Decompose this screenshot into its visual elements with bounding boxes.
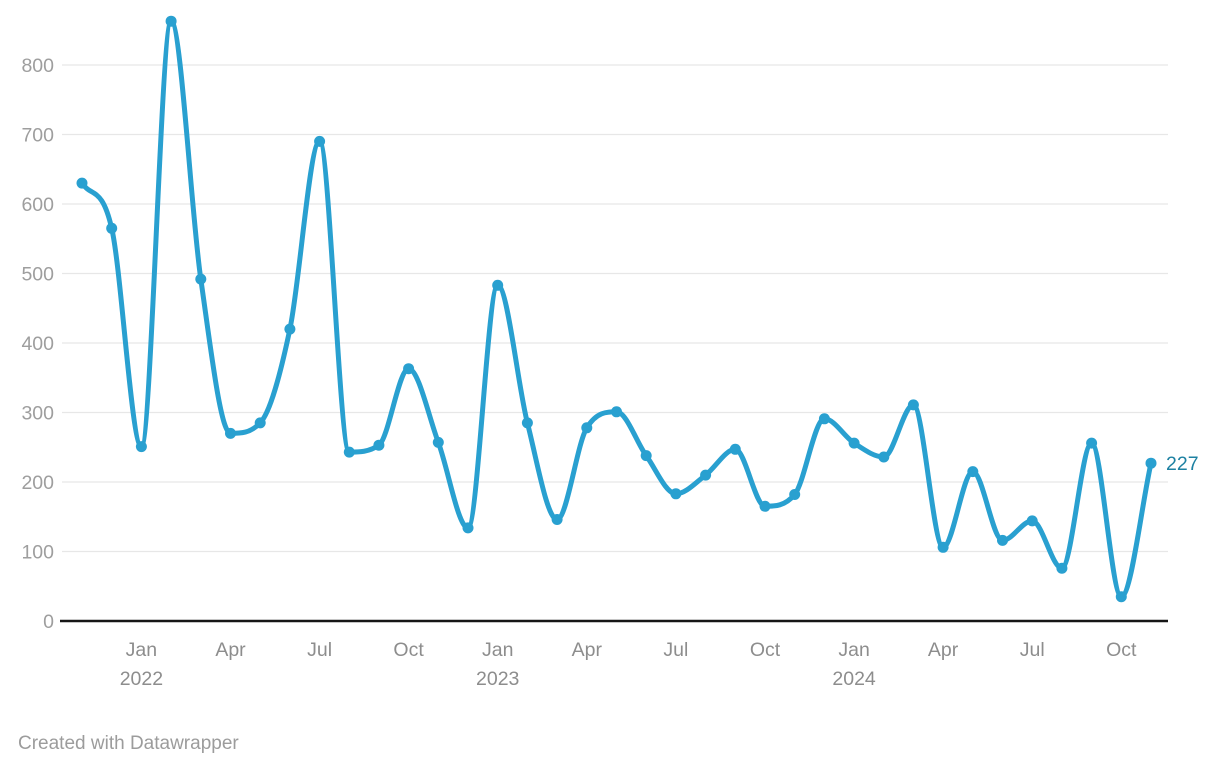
data-point[interactable] bbox=[106, 222, 118, 234]
y-axis-tick-label: 700 bbox=[21, 125, 54, 147]
x-axis-tick-label: Apr bbox=[928, 639, 959, 661]
series-line bbox=[79, 18, 1154, 600]
x-axis-tick-label: Jul bbox=[307, 639, 332, 661]
data-point[interactable] bbox=[432, 436, 444, 448]
data-point[interactable] bbox=[997, 534, 1008, 546]
x-axis-tick-label: Jan bbox=[482, 639, 513, 661]
data-point[interactable] bbox=[848, 437, 860, 449]
x-axis-tick-label: Jan bbox=[126, 639, 157, 661]
data-point[interactable] bbox=[135, 441, 147, 453]
line-chart-canvas: 0 100 200 300 400 500 600 700 800 Jan 2022 Apr Jul Oc… bbox=[21, 15, 1199, 690]
last-value-label: 227 bbox=[1166, 453, 1199, 475]
y-axis-tick-label: 400 bbox=[21, 333, 54, 355]
data-point[interactable] bbox=[373, 439, 385, 451]
x-axis-tick-label: Apr bbox=[572, 639, 603, 661]
y-axis-tick-label: 100 bbox=[21, 542, 54, 564]
x-axis-tick-label: Oct bbox=[1106, 639, 1137, 661]
x-axis-tick-label: Apr bbox=[215, 639, 246, 661]
data-point[interactable] bbox=[521, 417, 533, 429]
data-point[interactable] bbox=[1086, 437, 1098, 449]
x-axis-tick-label: Jan bbox=[838, 639, 869, 661]
x-axis-year-label: 2022 bbox=[120, 668, 163, 690]
data-point[interactable] bbox=[700, 469, 712, 481]
data-point[interactable] bbox=[789, 489, 801, 500]
x-axis-tick-label: Jul bbox=[1020, 639, 1045, 661]
y-axis-tick-label: 0 bbox=[43, 611, 54, 633]
data-point[interactable] bbox=[670, 488, 682, 500]
data-point[interactable] bbox=[492, 279, 504, 291]
data-point[interactable] bbox=[254, 417, 266, 429]
data-point[interactable] bbox=[1145, 457, 1157, 469]
y-axis-tick-label: 600 bbox=[21, 194, 54, 216]
y-axis-tick-label: 500 bbox=[21, 264, 54, 286]
data-point[interactable] bbox=[343, 446, 355, 458]
data-point[interactable] bbox=[462, 522, 474, 534]
y-axis-tick-label: 200 bbox=[21, 472, 54, 494]
data-point[interactable] bbox=[640, 450, 652, 462]
data-point[interactable] bbox=[165, 15, 177, 27]
data-point[interactable] bbox=[76, 177, 88, 189]
data-point[interactable] bbox=[878, 451, 890, 463]
x-axis-tick-label: Jul bbox=[663, 639, 688, 661]
data-point[interactable] bbox=[1115, 591, 1127, 603]
datawrapper-credit-link[interactable]: Created with Datawrapper bbox=[18, 733, 239, 754]
data-point[interactable] bbox=[729, 443, 741, 455]
y-axis-tick-label: 300 bbox=[21, 403, 54, 425]
data-point[interactable] bbox=[818, 413, 830, 425]
data-point[interactable] bbox=[225, 427, 236, 439]
data-point[interactable] bbox=[403, 363, 415, 375]
data-point[interactable] bbox=[611, 406, 622, 418]
data-point[interactable] bbox=[314, 135, 326, 147]
data-point[interactable] bbox=[937, 541, 949, 553]
data-point[interactable] bbox=[759, 500, 771, 512]
x-axis-year-label: 2024 bbox=[832, 668, 876, 690]
x-axis-year-label: 2023 bbox=[476, 668, 519, 690]
y-axis-tick-label: 800 bbox=[21, 55, 54, 77]
data-point[interactable] bbox=[907, 399, 919, 411]
data-point[interactable] bbox=[1026, 515, 1038, 527]
data-point[interactable] bbox=[581, 422, 593, 434]
x-axis-tick-label: Oct bbox=[750, 639, 781, 661]
data-point[interactable] bbox=[1056, 562, 1068, 574]
data-point[interactable] bbox=[551, 514, 563, 525]
data-point[interactable] bbox=[967, 466, 979, 478]
x-axis-tick-label: Oct bbox=[393, 639, 424, 661]
data-point[interactable] bbox=[195, 273, 207, 285]
data-point[interactable] bbox=[284, 323, 296, 335]
